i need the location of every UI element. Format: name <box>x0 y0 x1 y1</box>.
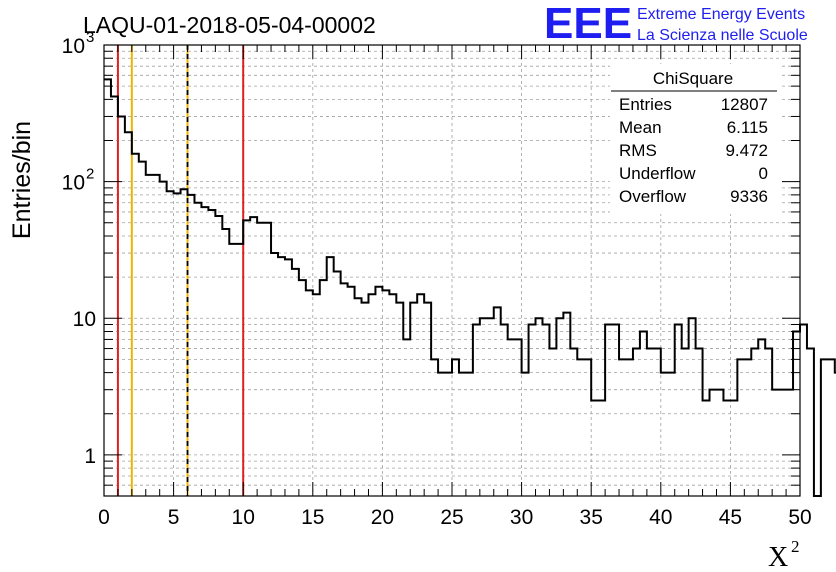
y-axis-title: Entries/bin <box>8 121 36 239</box>
histogram-line <box>104 78 836 497</box>
x-tick-label: 25 <box>440 506 463 529</box>
logo-line-2: La Scienza nelle Scuole <box>637 27 808 44</box>
x-tick-label: 5 <box>168 506 180 529</box>
histogram <box>104 78 836 497</box>
y-tick-label: 10 <box>62 172 85 195</box>
x-tick-label: 45 <box>719 506 742 529</box>
axis-ticks <box>103 44 801 497</box>
reference-lines <box>116 45 245 496</box>
stats-label-mean: Mean <box>619 118 662 137</box>
y-tick-label: 10 <box>62 35 85 58</box>
x-tick-label: 0 <box>98 506 110 529</box>
x-tick-labels: 0 5 10 15 20 25 30 35 40 45 50 <box>98 506 812 529</box>
stats-label-rms: RMS <box>619 141 657 160</box>
y-tick-label: 10 <box>73 308 96 331</box>
stats-value-rms: 9.472 <box>725 141 768 160</box>
x-tick-label: 15 <box>301 506 324 529</box>
x-axis-title-exponent: 2 <box>791 537 800 556</box>
stats-value-mean: 6.115 <box>727 118 768 137</box>
x-tick-label: 35 <box>580 506 603 529</box>
y-tick-exponent: 2 <box>86 166 94 183</box>
stats-value-underflow: 0 <box>759 164 768 183</box>
eee-logo: EEE Extreme Energy Events La Scienza nel… <box>544 0 808 48</box>
stats-title: ChiSquare <box>653 69 733 88</box>
stats-value-entries: 12807 <box>721 95 768 114</box>
x-tick-label: 40 <box>649 506 672 529</box>
logo-line-1: Extreme Energy Events <box>637 6 805 23</box>
stats-label-entries: Entries <box>619 95 672 114</box>
x-tick-label: 20 <box>371 506 394 529</box>
stats-box: ChiSquare Entries 12807 Mean 6.115 RMS 9… <box>610 64 780 214</box>
y-tick-exponent: 3 <box>86 29 94 46</box>
x-tick-label: 30 <box>510 506 533 529</box>
chart-title: LAQU-01-2018-05-04-00002 <box>83 12 376 38</box>
x-axis-title: X 2 <box>768 537 800 572</box>
stats-label-overflow: Overflow <box>619 187 687 206</box>
y-tick-label: 1 <box>84 445 96 468</box>
stats-box-background <box>610 64 780 214</box>
logo-mark: EEE <box>544 0 632 48</box>
stats-label-underflow: Underflow <box>619 164 696 183</box>
stats-value-overflow: 9336 <box>730 187 768 206</box>
x-tick-label: 50 <box>788 506 811 529</box>
x-axis-title-base: X <box>768 542 788 572</box>
x-tick-label: 10 <box>232 506 255 529</box>
